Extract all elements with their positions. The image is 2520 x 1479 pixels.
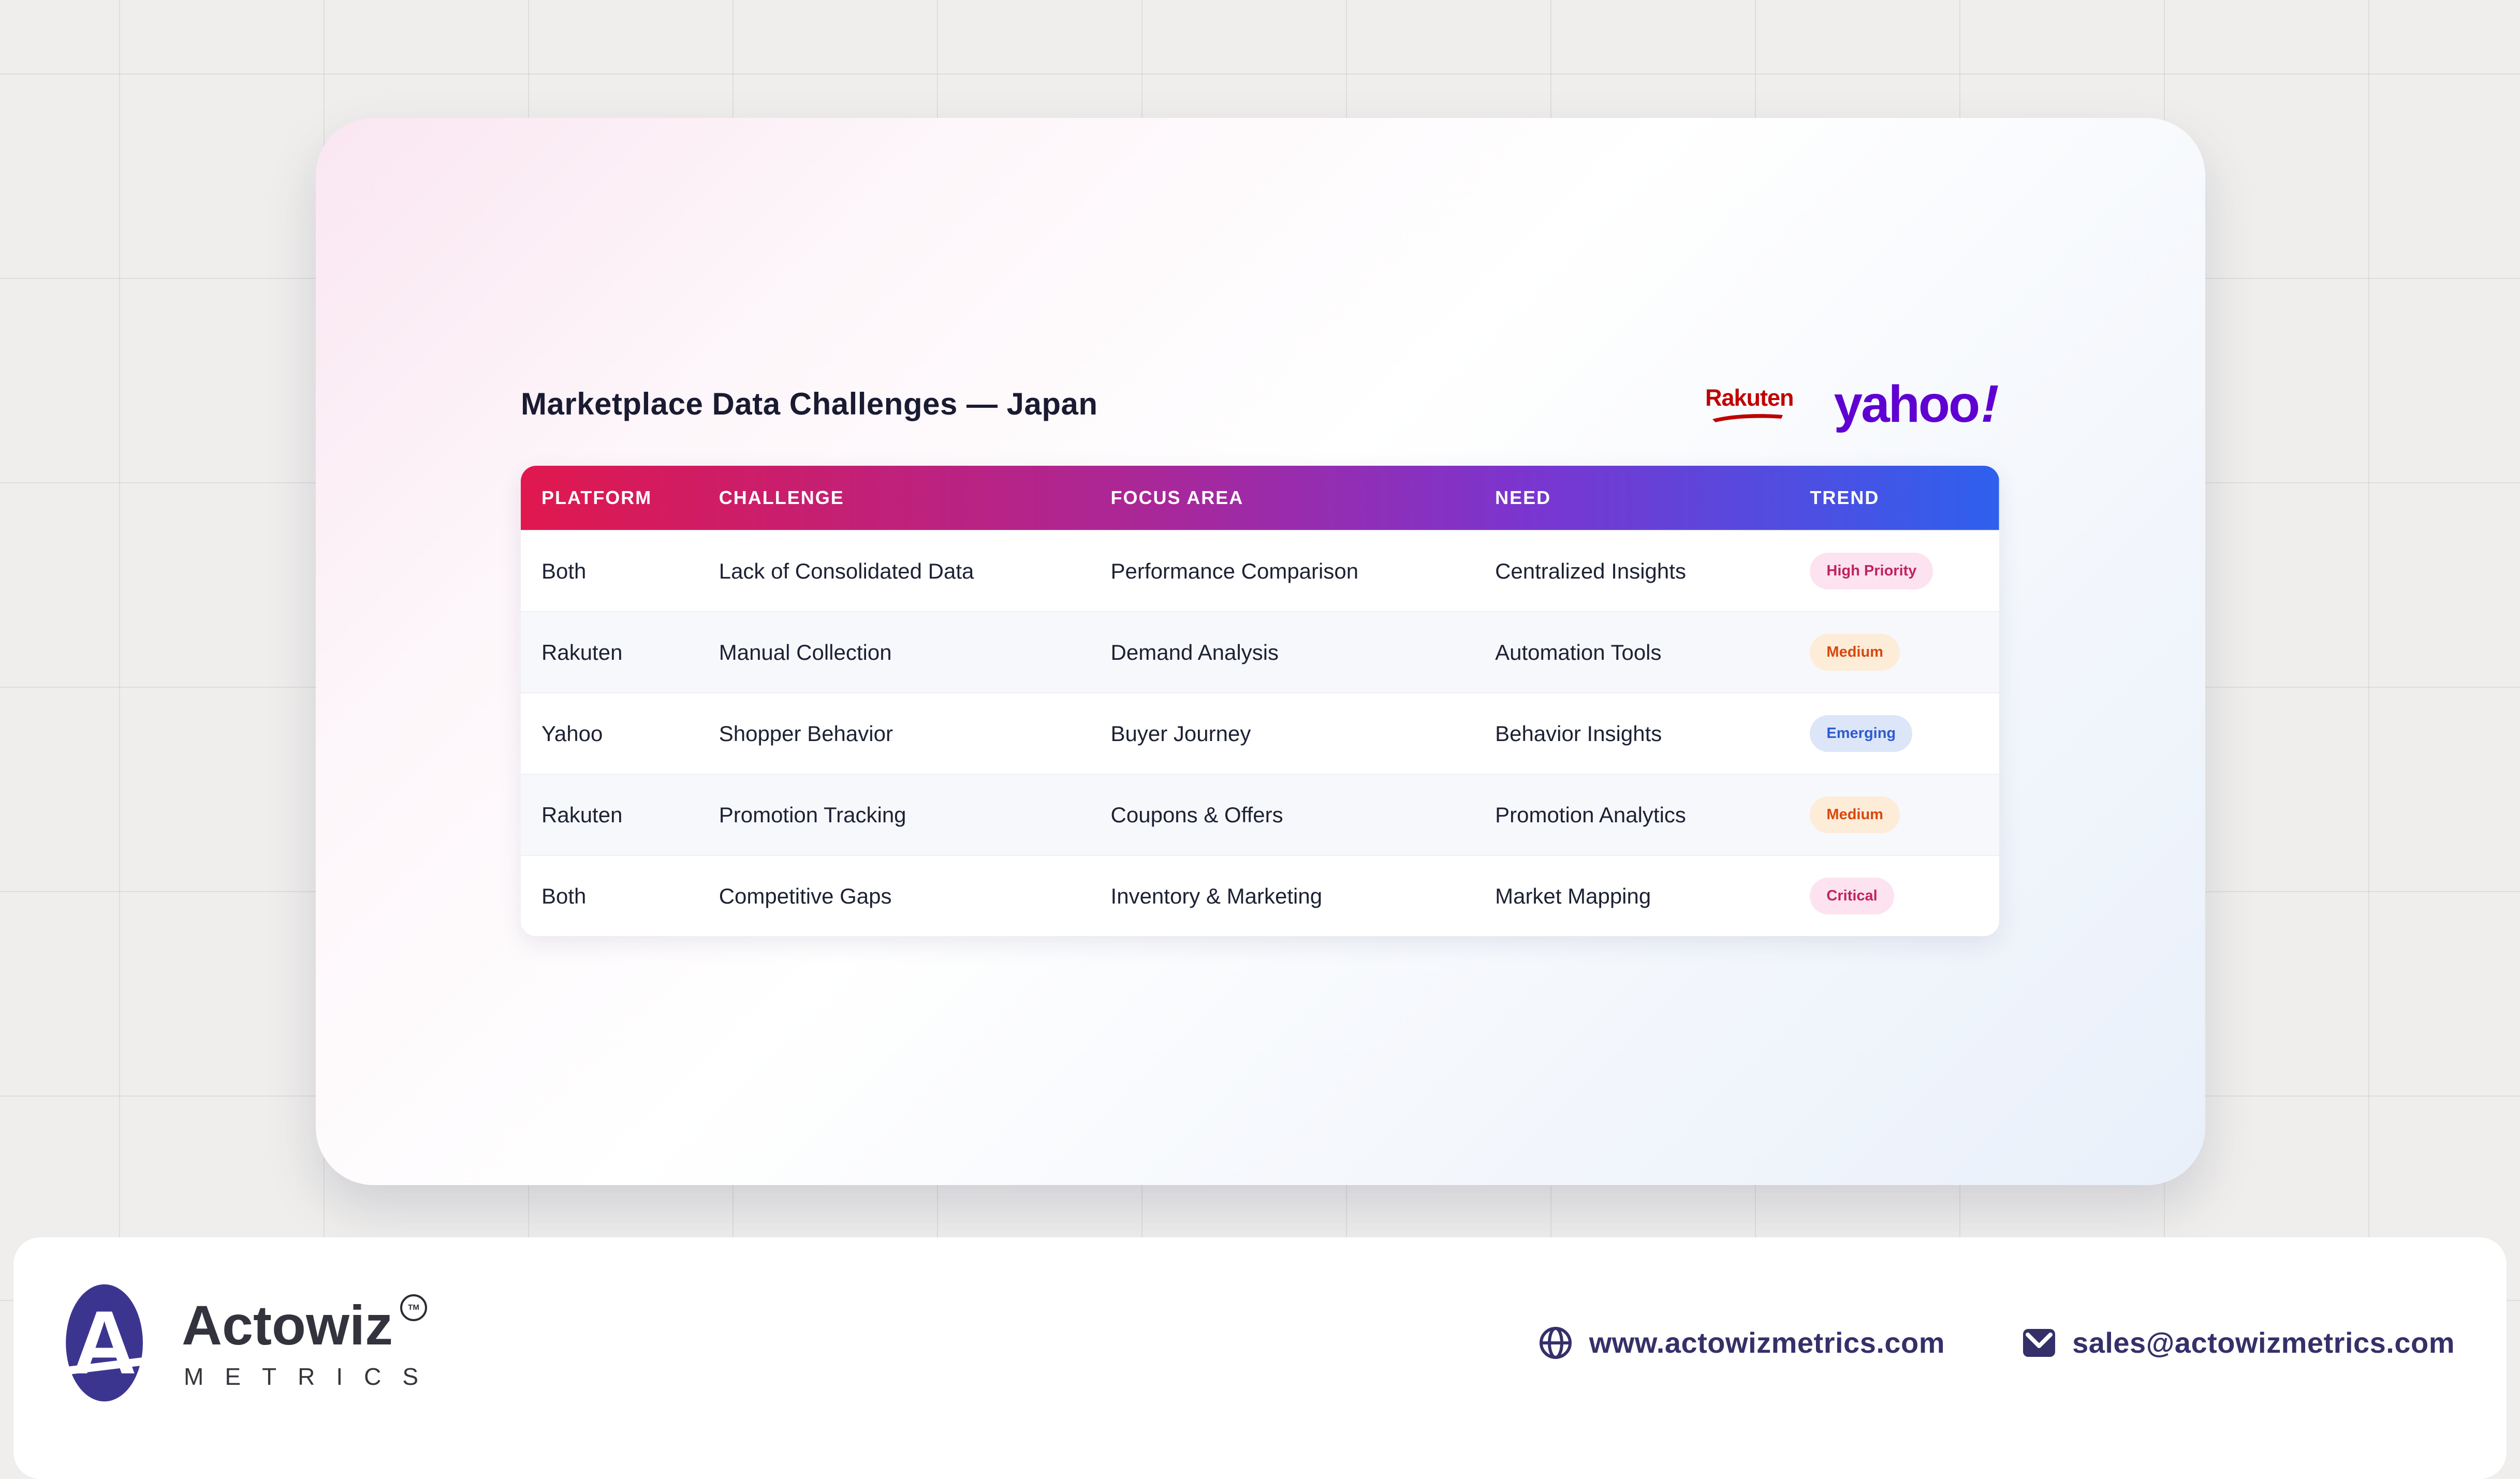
yahoo-logo: yahoo !	[1834, 374, 2006, 434]
column-header-focus-area: FOCUS AREA	[1110, 487, 1244, 508]
svg-text:A: A	[72, 1292, 137, 1392]
website-link[interactable]: www.actowizmetrics.com	[1539, 1326, 1945, 1360]
platform-logos: Rakuten yahoo !	[1705, 374, 2006, 434]
cell-platform: Both	[521, 530, 698, 612]
cell-focus-area: Inventory & Marketing	[1090, 855, 1475, 936]
trend-badge: Emerging	[1810, 715, 1913, 752]
cell-need: Behavior Insights	[1474, 692, 1790, 774]
email-label[interactable]: sales@actowizmetrics.com	[2072, 1326, 2455, 1359]
cell-challenge: Promotion Tracking	[698, 774, 1090, 855]
cell-trend: Emerging	[1789, 692, 1999, 774]
mail-icon	[2023, 1328, 2056, 1357]
cell-platform: Rakuten	[521, 774, 698, 855]
column-header-platform: PLATFORM	[541, 487, 652, 508]
cell-challenge: Competitive Gaps	[698, 855, 1090, 936]
cell-focus-area: Demand Analysis	[1090, 611, 1475, 693]
trend-badge: Critical	[1810, 878, 1894, 914]
cell-trend: Medium	[1789, 611, 1999, 693]
table-row: Both Competitive Gaps Inventory & Market…	[521, 855, 1999, 936]
table-body: Both Lack of Consolidated Data Performan…	[521, 530, 1999, 936]
cell-challenge: Shopper Behavior	[698, 692, 1090, 774]
globe-icon	[1539, 1326, 1572, 1359]
table-header-row: PLATFORM CHALLENGE FOCUS AREA NEED TREND	[521, 466, 1999, 530]
table-row: Yahoo Shopper Behavior Buyer Journey Beh…	[521, 692, 1999, 774]
footer-contacts: www.actowizmetrics.com sales@actowizmetr…	[1539, 1326, 2455, 1360]
actowiz-logo-icon: A	[65, 1284, 158, 1401]
card-header: Marketplace Data Challenges — Japan Raku…	[521, 357, 2006, 450]
table-row: Both Lack of Consolidated Data Performan…	[521, 530, 1999, 612]
cell-need: Promotion Analytics	[1474, 774, 1790, 855]
rakuten-logo: Rakuten	[1705, 384, 1794, 423]
trademark-icon: TM	[400, 1294, 428, 1321]
rakuten-logo-text: Rakuten	[1705, 384, 1794, 411]
cell-focus-area: Buyer Journey	[1090, 692, 1475, 774]
yahoo-exclamation: !	[1975, 374, 2006, 433]
page-title: Marketplace Data Challenges — Japan	[521, 386, 1098, 421]
cell-trend: High Priority	[1789, 530, 1999, 612]
cell-need: Automation Tools	[1474, 611, 1790, 693]
yahoo-logo-text: yahoo	[1834, 375, 1980, 433]
footer-bar: A Actowiz TM METRICS www.actowizmetrics.…	[13, 1237, 2507, 1479]
column-header-challenge: CHALLENGE	[719, 487, 844, 508]
column-header-trend: TREND	[1810, 487, 1880, 508]
cell-trend: Medium	[1789, 774, 1999, 855]
table-row: Rakuten Manual Collection Demand Analysi…	[521, 611, 1999, 693]
cell-focus-area: Performance Comparison	[1090, 530, 1475, 612]
cell-trend: Critical	[1789, 855, 1999, 936]
trend-badge: Medium	[1810, 796, 1900, 833]
cell-platform: Yahoo	[521, 692, 698, 774]
cell-challenge: Manual Collection	[698, 611, 1090, 693]
cell-platform: Rakuten	[521, 611, 698, 693]
column-header-need: NEED	[1495, 487, 1551, 508]
cell-platform: Both	[521, 855, 698, 936]
cell-need: Market Mapping	[1474, 855, 1790, 936]
brand-name: Actowiz	[182, 1293, 393, 1356]
brand-subtitle: METRICS	[184, 1363, 439, 1390]
trend-badge: Medium	[1810, 634, 1900, 671]
table-row: Rakuten Promotion Tracking Coupons & Off…	[521, 774, 1999, 855]
cell-challenge: Lack of Consolidated Data	[698, 530, 1090, 612]
email-link[interactable]: sales@actowizmetrics.com	[2023, 1326, 2455, 1359]
cell-need: Centralized Insights	[1474, 530, 1790, 612]
rakuten-swoosh-icon	[1712, 414, 1783, 422]
challenges-table: PLATFORM CHALLENGE FOCUS AREA NEED TREND…	[521, 466, 1999, 936]
trend-badge: High Priority	[1810, 553, 1933, 589]
actowiz-brand: A Actowiz TM METRICS	[63, 1274, 439, 1412]
infographic-card: Marketplace Data Challenges — Japan Raku…	[316, 118, 2205, 1185]
cell-focus-area: Coupons & Offers	[1090, 774, 1475, 855]
actowiz-wordmark: Actowiz TM METRICS	[182, 1293, 439, 1390]
website-label[interactable]: www.actowizmetrics.com	[1589, 1326, 1945, 1359]
